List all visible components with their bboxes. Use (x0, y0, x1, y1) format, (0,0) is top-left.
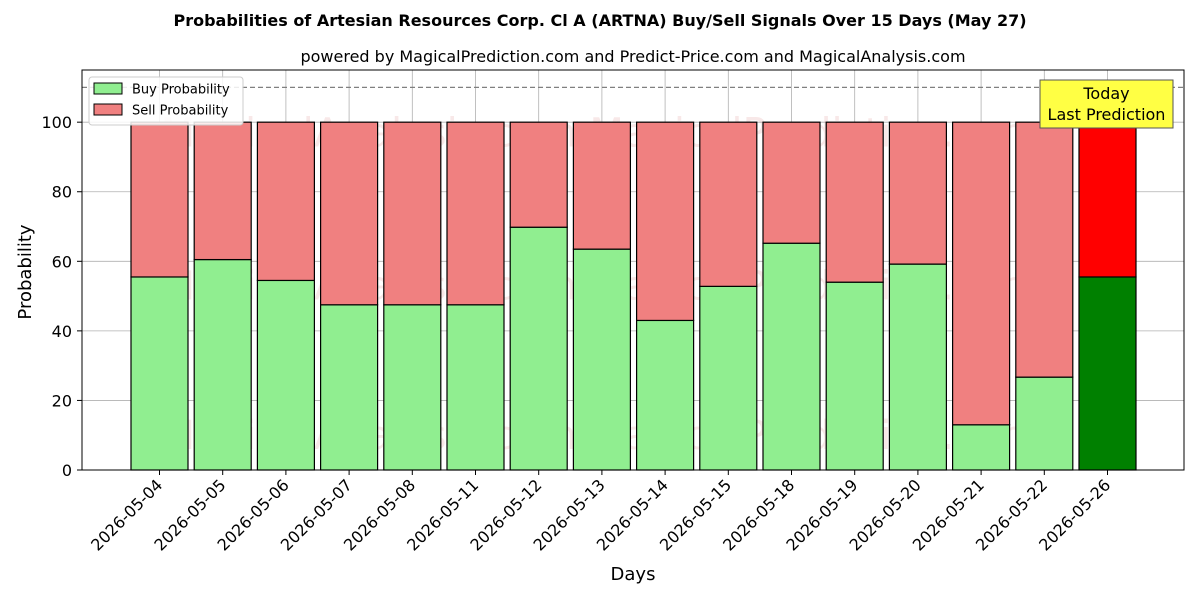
y-tick-label: 80 (52, 183, 72, 202)
sell-bar (762, 121, 821, 244)
legend-box (88, 76, 244, 126)
bars-layer (82, 86, 1184, 471)
sell-bar (130, 121, 189, 278)
buy-bar (320, 304, 379, 471)
sell-bar (699, 121, 758, 287)
sell-bar (509, 121, 568, 228)
buy-bar (572, 248, 632, 471)
annotation-text: Last Prediction (1048, 105, 1166, 124)
legend-label: Buy Probability (132, 83, 230, 98)
annotation-text: Today (1082, 84, 1129, 103)
sell-bar (951, 121, 1011, 426)
today-annotation: Today Last Prediction (1039, 79, 1174, 129)
y-tick-label: 100 (41, 113, 72, 132)
y-tick-label: 20 (52, 391, 72, 410)
y-axis-label: Probability (15, 224, 36, 319)
buy-bar (635, 319, 695, 471)
buy-bar (383, 304, 442, 471)
sell-bar (256, 121, 315, 282)
buy-bar (446, 304, 505, 471)
buy-bar (1078, 276, 1137, 471)
buy-bar (888, 263, 948, 471)
legend-swatch (93, 103, 123, 116)
sell-bar (320, 121, 379, 306)
x-axis-label: Days (611, 564, 656, 585)
buy-bar (699, 285, 758, 471)
buy-bar (130, 276, 189, 471)
plot-frame (81, 69, 1185, 471)
legend-swatch (93, 82, 123, 95)
buy-bar (825, 281, 884, 471)
y-tick-label: 0 (62, 461, 72, 480)
sell-bar (446, 121, 505, 306)
legend-label: Sell Probability (132, 104, 229, 119)
buy-bar (193, 258, 252, 471)
buy-bar (1015, 376, 1074, 471)
buy-bar (256, 279, 315, 471)
sell-bar (193, 121, 252, 261)
sell-bar (572, 121, 632, 250)
sell-bar (825, 121, 884, 283)
y-tick-label: 60 (52, 252, 72, 271)
buy-bar (951, 424, 1011, 471)
sell-bar (888, 121, 948, 265)
sell-bar (1015, 121, 1074, 378)
sell-bar (1078, 121, 1137, 278)
chart-title: Probabilities of Artesian Resources Corp… (173, 11, 1026, 30)
sell-bar (635, 121, 695, 322)
chart-subtitle: powered by MagicalPrediction.com and Pre… (300, 47, 965, 66)
buy-bar (762, 242, 821, 471)
y-tick-label: 40 (52, 322, 72, 341)
annotation-box (1039, 79, 1174, 129)
buy-bar (509, 226, 568, 471)
legend: Buy Probability Sell Probability (88, 76, 244, 126)
sell-bar (383, 121, 442, 306)
